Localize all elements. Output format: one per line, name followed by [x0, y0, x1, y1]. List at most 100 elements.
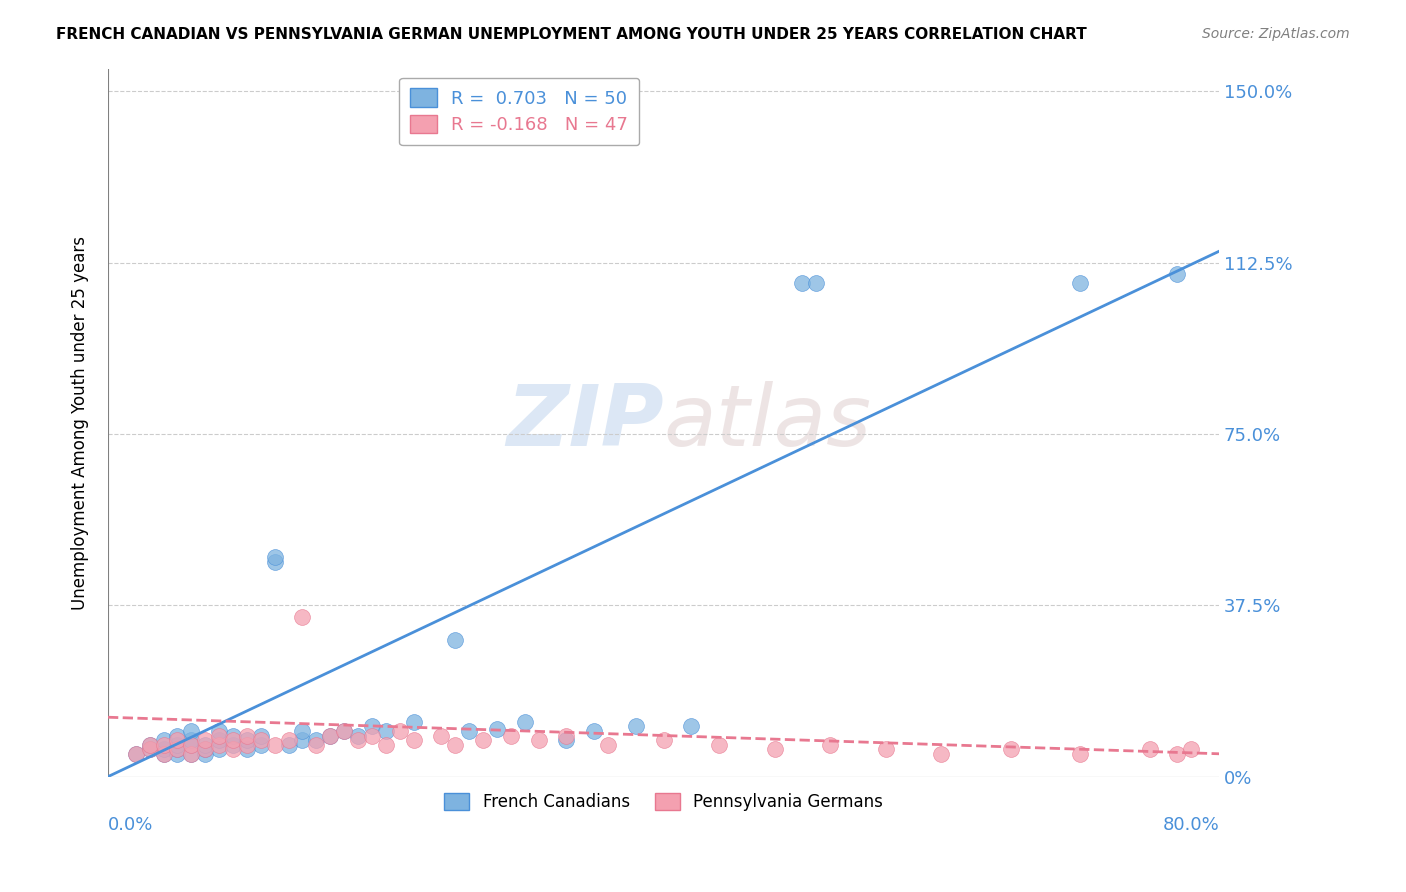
Point	[125, 747, 148, 761]
Point	[360, 719, 382, 733]
Point	[166, 733, 188, 747]
Point	[249, 733, 271, 747]
Point	[875, 742, 897, 756]
Point	[152, 742, 174, 756]
Text: 0.0%: 0.0%	[108, 815, 153, 833]
Point	[180, 738, 202, 752]
Point	[1166, 747, 1188, 761]
Point	[583, 723, 606, 738]
Point	[333, 723, 356, 738]
Point	[222, 742, 245, 756]
Point	[138, 738, 160, 752]
Point	[319, 729, 342, 743]
Point	[485, 722, 508, 736]
Point	[152, 747, 174, 761]
Text: ZIP: ZIP	[506, 381, 664, 464]
Text: FRENCH CANADIAN VS PENNSYLVANIA GERMAN UNEMPLOYMENT AMONG YOUTH UNDER 25 YEARS C: FRENCH CANADIAN VS PENNSYLVANIA GERMAN U…	[56, 27, 1087, 42]
Point	[263, 550, 285, 565]
Point	[236, 733, 259, 747]
Point	[1000, 742, 1022, 756]
Point	[1069, 277, 1091, 291]
Point	[222, 738, 245, 752]
Point	[208, 742, 231, 756]
Point	[180, 747, 202, 761]
Point	[305, 733, 328, 747]
Point	[166, 729, 188, 743]
Point	[374, 738, 396, 752]
Point	[166, 738, 188, 752]
Point	[236, 738, 259, 752]
Point	[249, 738, 271, 752]
Point	[513, 714, 536, 729]
Text: Source: ZipAtlas.com: Source: ZipAtlas.com	[1202, 27, 1350, 41]
Point	[402, 733, 425, 747]
Point	[263, 738, 285, 752]
Point	[347, 733, 370, 747]
Point	[555, 733, 578, 747]
Point	[236, 742, 259, 756]
Point	[652, 733, 675, 747]
Point	[208, 738, 231, 752]
Point	[291, 733, 314, 747]
Point	[208, 733, 231, 747]
Point	[319, 729, 342, 743]
Point	[499, 729, 522, 743]
Point	[624, 719, 647, 733]
Point	[194, 742, 217, 756]
Point	[430, 729, 453, 743]
Point	[236, 729, 259, 743]
Point	[472, 733, 495, 747]
Point	[152, 747, 174, 761]
Point	[166, 742, 188, 756]
Point	[291, 723, 314, 738]
Point	[222, 733, 245, 747]
Point	[194, 733, 217, 747]
Point	[806, 277, 828, 291]
Point	[166, 742, 188, 756]
Point	[138, 742, 160, 756]
Point	[180, 733, 202, 747]
Point	[681, 719, 703, 733]
Point	[208, 723, 231, 738]
Point	[374, 723, 396, 738]
Point	[263, 555, 285, 569]
Point	[125, 747, 148, 761]
Point	[152, 738, 174, 752]
Point	[222, 729, 245, 743]
Point	[305, 738, 328, 752]
Point	[444, 632, 467, 647]
Text: atlas: atlas	[664, 381, 872, 464]
Point	[152, 733, 174, 747]
Point	[194, 738, 217, 752]
Point	[1166, 267, 1188, 281]
Point	[166, 747, 188, 761]
Point	[291, 609, 314, 624]
Point	[792, 277, 814, 291]
Point	[1139, 742, 1161, 756]
Point	[277, 738, 299, 752]
Text: 80.0%: 80.0%	[1163, 815, 1219, 833]
Point	[1069, 747, 1091, 761]
Point	[249, 729, 271, 743]
Point	[360, 729, 382, 743]
Point	[194, 742, 217, 756]
Point	[208, 729, 231, 743]
Y-axis label: Unemployment Among Youth under 25 years: Unemployment Among Youth under 25 years	[72, 235, 89, 609]
Point	[555, 729, 578, 743]
Point	[347, 729, 370, 743]
Point	[444, 738, 467, 752]
Point	[180, 747, 202, 761]
Legend: French Canadians, Pennsylvania Germans: French Canadians, Pennsylvania Germans	[434, 783, 893, 822]
Point	[180, 738, 202, 752]
Point	[931, 747, 953, 761]
Point	[596, 738, 619, 752]
Point	[527, 733, 550, 747]
Point	[194, 747, 217, 761]
Point	[388, 723, 411, 738]
Point	[180, 723, 202, 738]
Point	[333, 723, 356, 738]
Point	[138, 738, 160, 752]
Point	[402, 714, 425, 729]
Point	[763, 742, 786, 756]
Point	[1180, 742, 1202, 756]
